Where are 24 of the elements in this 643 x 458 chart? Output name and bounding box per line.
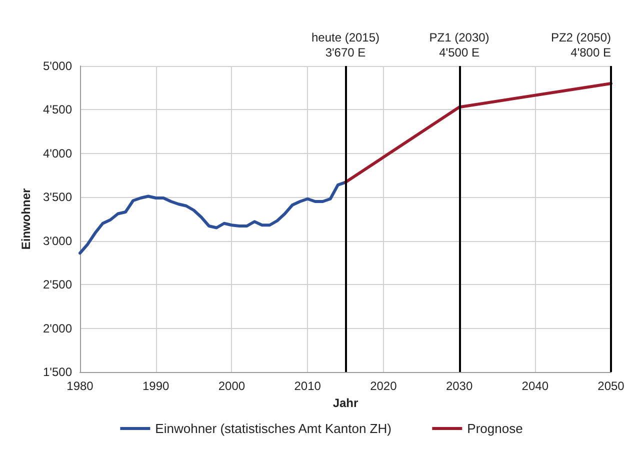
x-tick-label: 1990 bbox=[142, 379, 170, 393]
y-tick-label: 2'500 bbox=[43, 278, 72, 292]
legend-label: Einwohner (statistisches Amt Kanton ZH) bbox=[155, 421, 392, 436]
legend-label: Prognose bbox=[467, 421, 523, 436]
ref-line-label: PZ2 (2050) 4'800 E bbox=[550, 30, 611, 60]
y-tick-label: 5'000 bbox=[43, 59, 72, 73]
x-tick-label: 1980 bbox=[66, 379, 94, 393]
y-axis-title: Einwohner bbox=[19, 188, 33, 250]
y-tick-label: 3'000 bbox=[43, 234, 72, 248]
y-tick-label: 4'500 bbox=[43, 102, 72, 117]
x-tick-label: 2040 bbox=[522, 379, 549, 393]
ref-line-label: heute (2015) 3'670 E bbox=[311, 30, 380, 60]
y-tick-label: 3'500 bbox=[43, 190, 72, 204]
line-series bbox=[78, 180, 347, 255]
x-tick-label: 2050 bbox=[598, 379, 625, 393]
y-tick-label: 2'000 bbox=[43, 321, 72, 336]
y-tick-label: 4'000 bbox=[43, 146, 72, 160]
x-tick-label: 2000 bbox=[218, 379, 246, 393]
x-axis-title: Jahr bbox=[332, 396, 358, 410]
y-tick-label: 1'500 bbox=[43, 365, 72, 379]
x-tick-label: 2020 bbox=[370, 379, 398, 393]
x-tick-label: 2010 bbox=[294, 379, 322, 393]
ref-line-label: PZ1 (2030) 4'500 E bbox=[429, 30, 490, 60]
x-tick-label: 2030 bbox=[446, 379, 473, 393]
